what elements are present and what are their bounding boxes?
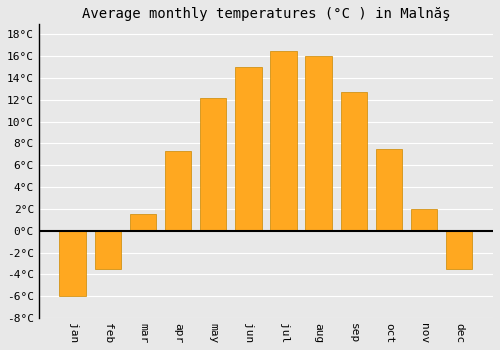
- Bar: [165, 151, 191, 231]
- Bar: [376, 149, 402, 231]
- Title: Average monthly temperatures (°C ) in Malnăş: Average monthly temperatures (°C ) in Ma…: [82, 7, 450, 21]
- Bar: [411, 209, 438, 231]
- Bar: [446, 231, 472, 269]
- Bar: [200, 98, 226, 231]
- Bar: [340, 92, 367, 231]
- Bar: [235, 67, 262, 231]
- Bar: [94, 231, 121, 269]
- Bar: [60, 231, 86, 296]
- Bar: [270, 51, 296, 231]
- Bar: [130, 214, 156, 231]
- Bar: [306, 56, 332, 231]
